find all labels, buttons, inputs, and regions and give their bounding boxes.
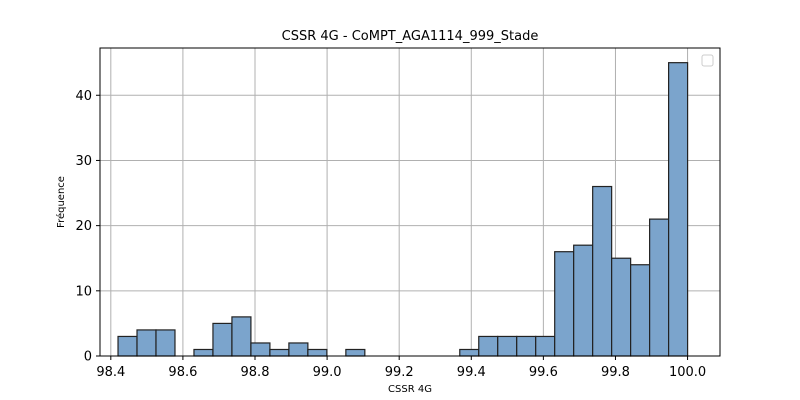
x-tick-label: 99.2 — [385, 365, 414, 380]
histogram-bar — [516, 335, 537, 357]
histogram-bar — [459, 348, 480, 357]
histogram-bar — [250, 342, 271, 357]
y-axis-ticks: 0 10 20 30 40 — [75, 89, 100, 365]
histogram-bar — [288, 342, 309, 357]
histogram-bar — [535, 335, 556, 357]
histogram-bar — [212, 322, 233, 357]
x-tick-label: 98.6 — [168, 365, 197, 380]
y-axis-label: Fréquence — [55, 176, 67, 228]
histogram-bar — [630, 264, 651, 357]
histogram-bar — [554, 251, 575, 357]
x-axis-label: CSSR 4G — [388, 384, 432, 395]
histogram-bar — [136, 329, 157, 357]
histogram-bar — [592, 185, 613, 357]
x-tick-label: 98.8 — [241, 365, 270, 380]
plot-frame — [99, 47, 721, 357]
x-tick-label: 98.4 — [96, 365, 125, 380]
histogram-bar — [155, 329, 176, 357]
x-tick-label: 99.8 — [601, 365, 630, 380]
histogram-bar — [668, 62, 689, 357]
histogram-bar — [497, 335, 518, 357]
y-tick-label: 10 — [75, 284, 92, 299]
x-tick-label: 99.0 — [313, 365, 342, 380]
x-axis-ticks: 98.4 98.6 98.8 99.0 99.2 99.4 99.6 99.8 100.0 — [96, 356, 706, 380]
y-tick-label: 0 — [84, 350, 92, 365]
histogram-bar — [478, 335, 499, 357]
histogram-bar — [611, 257, 632, 357]
y-tick-label: 20 — [75, 219, 92, 234]
histogram-bar — [649, 218, 670, 357]
y-tick-label: 30 — [75, 154, 92, 169]
x-tick-label: 99.4 — [457, 365, 486, 380]
histogram-bar — [573, 244, 594, 357]
histogram-bar — [117, 335, 138, 357]
chart-title: CSSR 4G - CoMPT_AGA1114_999_Stade — [282, 29, 539, 44]
y-tick-label: 40 — [75, 89, 92, 104]
x-tick-label: 99.6 — [529, 365, 558, 380]
histogram-bars — [117, 62, 689, 357]
x-tick-label: 100.0 — [669, 365, 706, 380]
histogram-bar — [345, 348, 366, 357]
histogram-bar — [231, 316, 252, 357]
histogram-bar — [307, 348, 328, 357]
legend-box — [701, 54, 714, 67]
histogram-bar — [269, 348, 290, 357]
histogram-bar — [193, 348, 214, 357]
